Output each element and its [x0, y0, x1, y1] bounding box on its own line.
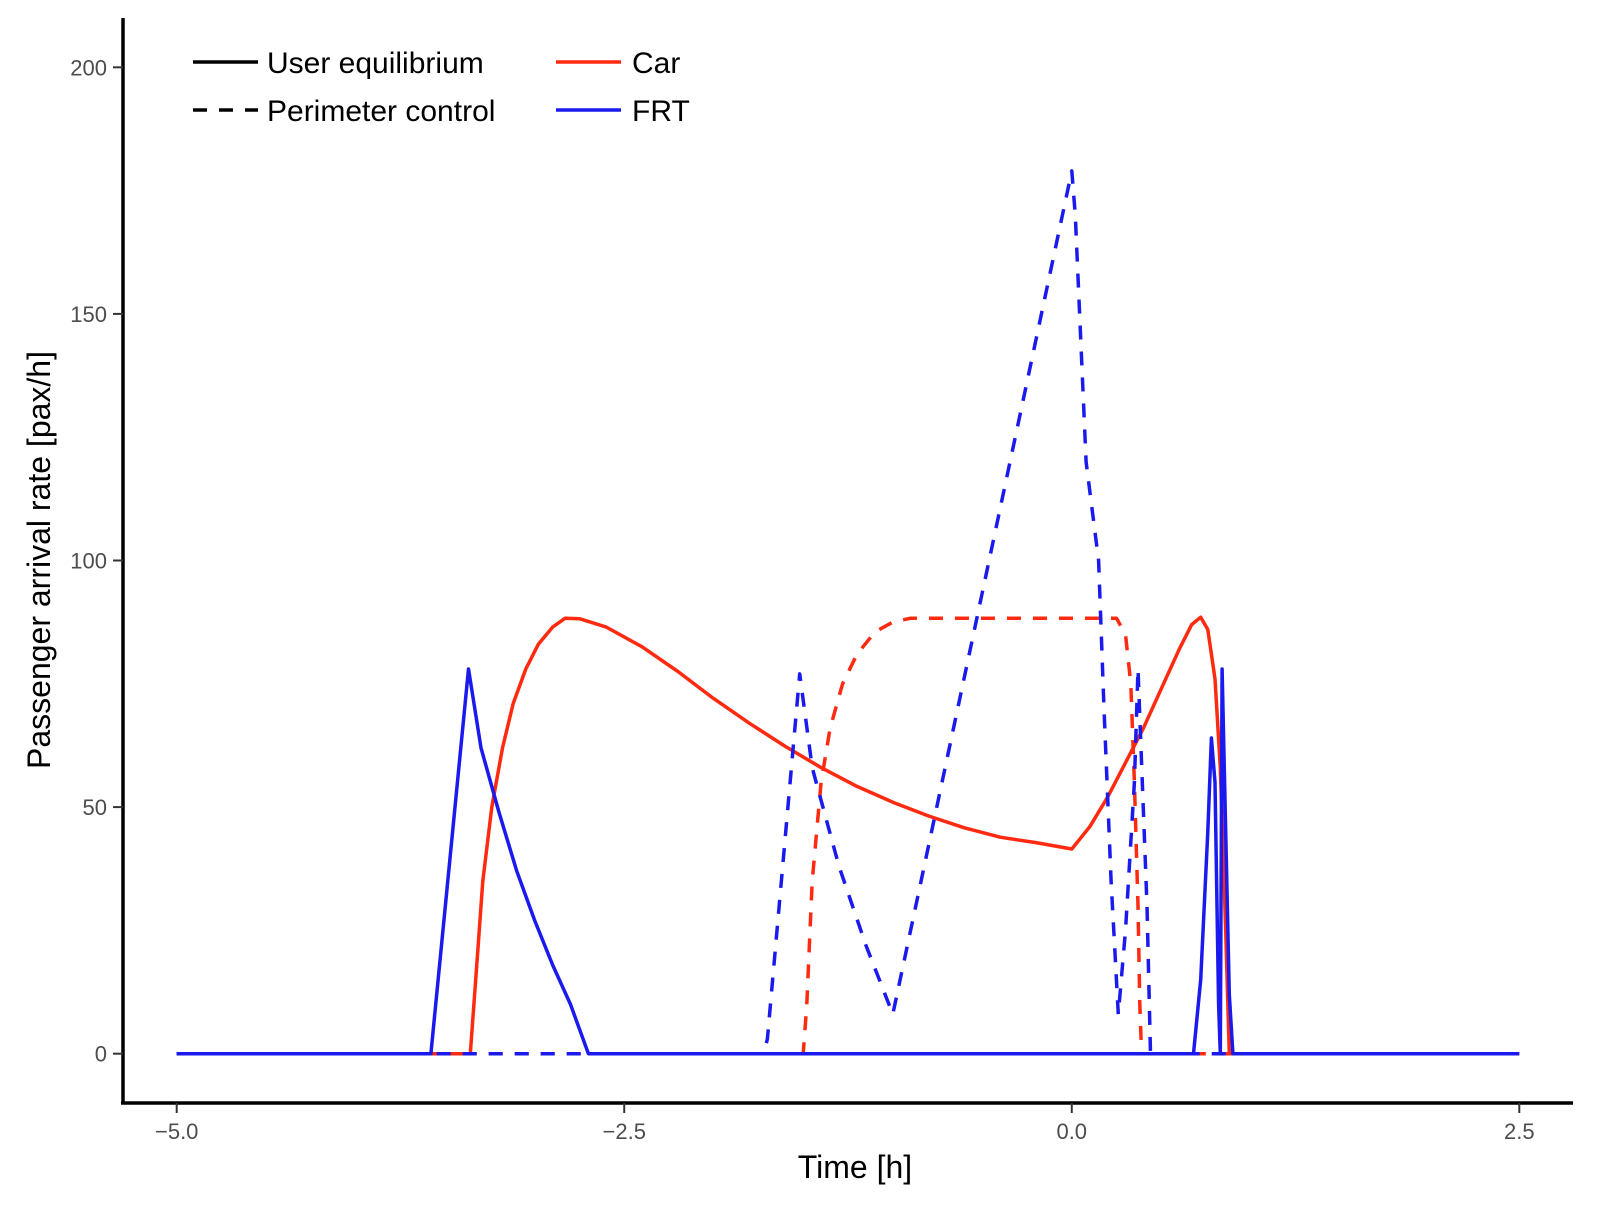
y-tick-label: 100 [70, 549, 107, 574]
legend-label-perimeter-control: Perimeter control [267, 95, 495, 128]
y-tick-label: 50 [83, 795, 107, 820]
axes-layer [121, 18, 1573, 1105]
y-tick-label: 150 [70, 302, 107, 327]
x-tick-label: 0.0 [1056, 1119, 1087, 1144]
legend-label-user-equilibrium: User equilibrium [267, 47, 484, 80]
series-line-frt-user-equilibrium [176, 667, 1520, 1056]
y-tick-label: 0 [95, 1042, 107, 1067]
series-line-frt-perimeter-control [176, 169, 1520, 1056]
x-tick-label: −2.5 [603, 1119, 646, 1144]
series-line-car-perimeter-control [176, 616, 1520, 1056]
legend: User equilibrium Perimeter control Car F… [193, 47, 690, 128]
legend-label-frt: FRT [632, 95, 690, 128]
x-tick-label: 2.5 [1504, 1119, 1535, 1144]
series-layer [176, 169, 1520, 1056]
ticks-layer: −5.0 −2.5 0.0 2.5 0 50 100 150 200 [70, 55, 1534, 1144]
y-tick-label: 200 [70, 55, 107, 80]
y-axis-title: Passenger arrival rate [pax/h] [21, 351, 57, 769]
x-tick-label: −5.0 [155, 1119, 198, 1144]
x-axis-title: Time [h] [798, 1149, 912, 1185]
series-line-car-user-equilibrium [176, 615, 1520, 1056]
legend-label-car: Car [632, 47, 680, 80]
